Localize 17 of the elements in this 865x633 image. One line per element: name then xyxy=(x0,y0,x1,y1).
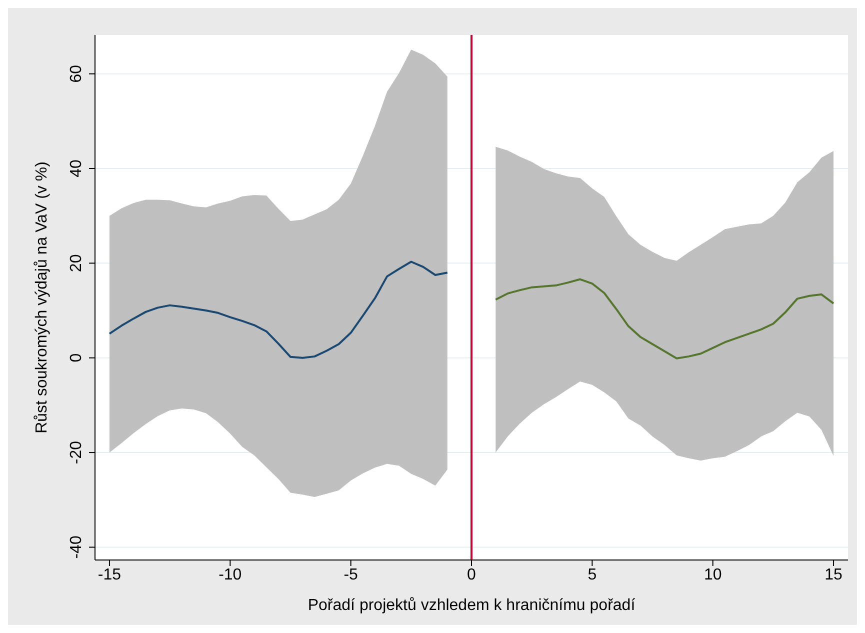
x-tick-label: -10 xyxy=(218,566,242,584)
x-tick-label: 0 xyxy=(467,566,476,584)
y-tick-label: 0 xyxy=(68,353,85,362)
y-tick-label: -40 xyxy=(68,536,85,559)
y-tick-label: 40 xyxy=(68,160,85,178)
x-axis-title: Pořadí projektů vzhledem k hraničnímu pořadí xyxy=(308,597,636,614)
x-tick-label: 10 xyxy=(704,566,722,584)
line-series xyxy=(494,278,835,360)
y-axis-title: Růst soukromých výdajů na VaV (v %) xyxy=(34,162,51,434)
y-tick-label: -20 xyxy=(68,440,85,464)
x-tick-label: 15 xyxy=(824,566,843,584)
x-tick-label: -15 xyxy=(98,566,122,584)
y-tick-label: 20 xyxy=(68,254,85,272)
x-tick-label: -5 xyxy=(344,566,358,584)
line-series xyxy=(108,260,448,359)
x-tick-label: 5 xyxy=(588,566,597,584)
y-tick-label: 60 xyxy=(68,64,85,83)
